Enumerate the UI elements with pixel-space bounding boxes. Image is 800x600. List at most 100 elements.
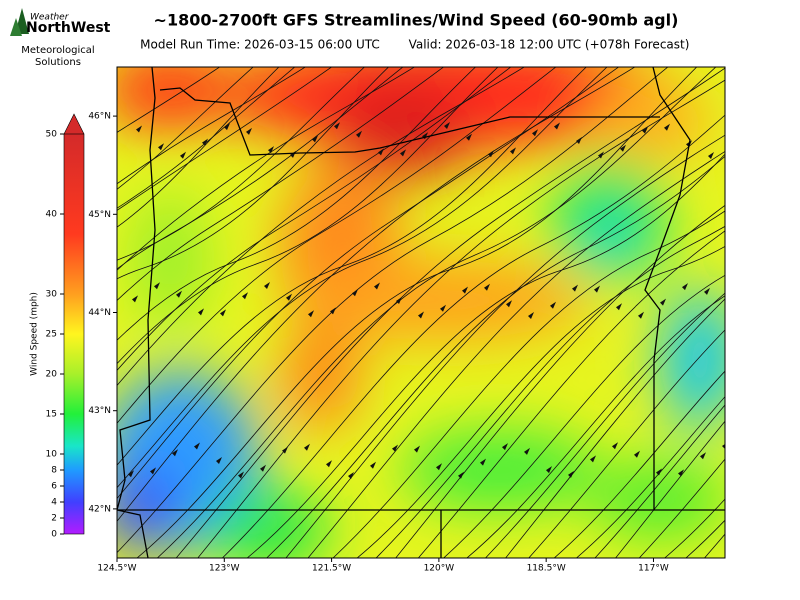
streamline <box>332 210 725 558</box>
streamline-arrow <box>554 122 560 130</box>
streamline-arrow <box>84 442 90 449</box>
streamline <box>484 292 725 558</box>
streamline <box>117 67 254 190</box>
streamline <box>307 150 725 558</box>
streamline <box>266 155 725 558</box>
logo-line: Solutions <box>35 57 81 68</box>
streamline <box>117 67 477 341</box>
colorbar-tick-label: 50 <box>46 130 58 140</box>
streamline-arrow <box>216 457 222 464</box>
streamline-arrow <box>792 282 798 289</box>
streamline-arrow <box>40 469 46 476</box>
logo-line: Meteorological <box>21 45 94 56</box>
streamline <box>117 67 669 554</box>
streamline-arrow <box>484 283 490 291</box>
logo: Weather NorthWest Meteorological Solutio… <box>10 8 111 68</box>
streamline <box>117 67 416 271</box>
streamline <box>553 370 725 558</box>
streamline-arrow <box>348 471 354 479</box>
streamline-arrow <box>528 311 534 319</box>
streamline-arrow <box>264 282 270 290</box>
streamline-arrow <box>568 470 574 478</box>
colorbar-tick-label: 0 <box>51 530 57 540</box>
streamline <box>117 67 390 280</box>
streamline-arrow <box>612 442 618 450</box>
x-tick-label: 123°W <box>209 564 240 574</box>
streamline <box>356 246 725 558</box>
streamline-arrow <box>180 151 186 159</box>
streamline <box>117 67 280 228</box>
streamline-arrow <box>726 306 732 313</box>
y-tick-label: 45°N <box>88 210 111 220</box>
streamline-arrow <box>594 285 600 293</box>
streamline-arrow <box>202 138 208 146</box>
streamline <box>117 67 620 500</box>
streamline <box>505 298 725 558</box>
streamline-arrow <box>242 292 248 300</box>
colorbar-tick-label: 6 <box>51 482 57 492</box>
streamline <box>738 10 800 570</box>
colorbar-tick-label: 4 <box>51 498 57 508</box>
streamline <box>117 67 296 209</box>
streamline-arrow <box>444 122 450 130</box>
streamline-arrow <box>246 127 252 135</box>
borders <box>117 67 725 558</box>
streamline <box>117 67 525 387</box>
streamline <box>594 404 725 558</box>
streamline <box>175 67 725 558</box>
x-tick-label: 121.5°W <box>312 564 351 574</box>
streamline-arrow <box>370 461 376 469</box>
streamline <box>782 10 800 570</box>
streamline <box>117 67 636 522</box>
colorbar-tick-label: 15 <box>46 410 57 420</box>
streamline-arrow <box>590 455 596 463</box>
colorbar: Wind Speed (mph) <box>30 113 85 535</box>
streamline-arrow <box>466 133 472 141</box>
streamline-arrow <box>616 303 622 311</box>
streamline-arrow <box>238 471 244 479</box>
streamline <box>136 67 698 558</box>
streamline-arrow <box>708 151 714 159</box>
streamline <box>117 67 333 211</box>
y-tick-label: 46°N <box>88 112 111 122</box>
streamline <box>528 329 725 558</box>
streamline-arrow <box>532 129 538 137</box>
streamline-arrow <box>136 125 142 133</box>
streamline-arrow <box>682 283 688 291</box>
streamline-arrow <box>154 282 160 290</box>
streamline-arrow <box>414 445 420 453</box>
streamline-arrow <box>730 142 736 149</box>
logo-top: Weather <box>30 13 70 23</box>
logo-brand: NorthWest <box>26 20 111 36</box>
colorbar-tick-label: 10 <box>46 450 58 460</box>
streamline <box>156 67 717 558</box>
streamline <box>117 67 221 133</box>
streamline <box>575 396 725 558</box>
streamline-arrow <box>550 301 556 309</box>
colorbar-tick-label: 2 <box>51 514 57 524</box>
streamline-arrow <box>158 143 164 151</box>
streamline-arrow <box>374 282 380 290</box>
colorbar-tick-label: 40 <box>46 210 58 220</box>
streamline <box>375 225 725 558</box>
streamline-arrow <box>0 451 2 458</box>
streamline-arrow <box>22 299 28 306</box>
streamline-arrow <box>546 466 552 474</box>
y-tick-label: 43°N <box>88 406 111 416</box>
streamline <box>197 79 725 558</box>
colorbar-label: Wind Speed (mph) <box>30 292 40 376</box>
streamline-arrow <box>510 147 516 155</box>
streamline <box>285 134 725 558</box>
streamline-arrow <box>576 137 582 144</box>
streamline-arrow <box>766 470 772 477</box>
streamline-arrow <box>788 467 794 474</box>
streamline-arrow <box>356 130 362 138</box>
streamline-arrow <box>502 443 508 451</box>
streamline <box>117 67 557 424</box>
x-tick-label: 118.5°W <box>527 564 566 574</box>
colorbar-tick-label: 20 <box>46 370 58 380</box>
streamline <box>221 114 725 558</box>
streamline-arrow <box>194 442 200 450</box>
streamline-arrow <box>752 125 758 132</box>
streamline-arrow <box>198 308 204 316</box>
